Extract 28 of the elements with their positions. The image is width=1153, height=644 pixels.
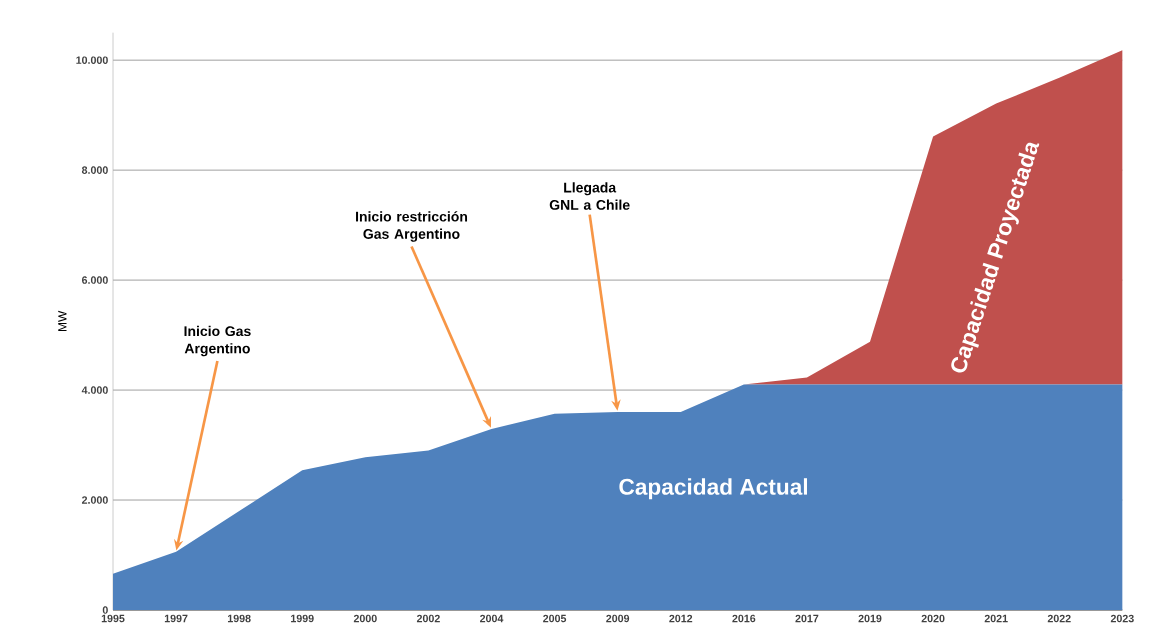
y-tick-label: 4.000 [81, 386, 108, 394]
series-label: Capacidad Actual [619, 478, 808, 500]
x-tick-label: 2009 [606, 614, 630, 623]
x-tick-label: 2000 [353, 614, 377, 623]
x-tick-label: 2012 [669, 614, 693, 623]
x-tick-label: 2017 [795, 614, 819, 623]
annotation: Llegada GNL a Chile [549, 182, 630, 210]
y-tick-label: 6.000 [82, 276, 108, 284]
y-tick-label: 10.000 [76, 56, 108, 64]
x-tick-label: 2021 [984, 614, 1008, 623]
x-tick-label: 2004 [480, 614, 504, 623]
x-tick-label: 2016 [732, 614, 756, 623]
x-tick-label: 2002 [416, 614, 440, 623]
x-tick-label: 2022 [1047, 614, 1071, 623]
x-tick-label: 1995 [101, 614, 125, 623]
x-tick-label: 1999 [291, 614, 314, 623]
y-tick-label: 2.000 [81, 496, 108, 504]
y-axis-title: MW [58, 310, 67, 332]
x-tick-label: 1998 [227, 614, 251, 623]
annotation: Inicio restricción Gas Argentino [356, 211, 468, 242]
x-tick-label: 2020 [921, 614, 945, 623]
y-tick-label: 0 [102, 606, 108, 614]
annotation: Inicio Gas Argentino [184, 325, 251, 357]
x-tick-label: 1997 [164, 614, 188, 623]
x-tick-label: 2023 [1110, 614, 1134, 623]
x-tick-label: 2005 [543, 614, 567, 623]
y-tick-label: 8.000 [81, 166, 108, 174]
x-tick-label: 2019 [858, 614, 882, 623]
